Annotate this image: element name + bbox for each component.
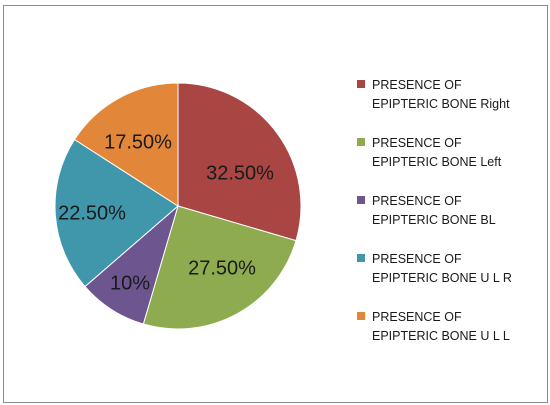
legend-swatch: [357, 138, 365, 146]
data-label: 17.50%: [104, 131, 172, 153]
legend-label: EPIPTERIC BONE BL: [372, 213, 496, 227]
legend-label: EPIPTERIC BONE Left: [372, 155, 502, 169]
legend-label: PRESENCE OF: [372, 252, 462, 266]
legend-swatch: [357, 196, 365, 204]
legend-item-ulr: PRESENCE OF EPIPTERIC BONE U L R: [357, 250, 542, 308]
legend-label: PRESENCE OF: [372, 78, 462, 92]
legend-label: PRESENCE OF: [372, 310, 462, 324]
data-label: 22.50%: [58, 202, 126, 224]
data-label: 32.50%: [206, 162, 274, 184]
pie-slice: [177, 82, 302, 242]
legend-label: EPIPTERIC BONE U L R: [372, 271, 512, 285]
legend-swatch: [357, 254, 365, 262]
legend-item-ull: PRESENCE OF EPIPTERIC BONE U L L: [357, 308, 542, 366]
data-label: 27.50%: [188, 257, 256, 279]
pie-slice: [73, 82, 179, 207]
pie-slice: [54, 138, 179, 288]
pie-slice: [142, 205, 297, 330]
legend-swatch: [357, 80, 365, 88]
legend-swatch: [357, 312, 365, 320]
legend: PRESENCE OF EPIPTERIC BONE Right PRESENC…: [357, 76, 542, 366]
legend-label: EPIPTERIC BONE Right: [372, 97, 510, 111]
legend-item-left: PRESENCE OF EPIPTERIC BONE Left: [357, 134, 542, 192]
legend-label: PRESENCE OF: [372, 194, 462, 208]
data-label: 10%: [110, 272, 150, 294]
legend-label: EPIPTERIC BONE U L L: [372, 329, 510, 343]
legend-label: PRESENCE OF: [372, 136, 462, 150]
legend-item-right: PRESENCE OF EPIPTERIC BONE Right: [357, 76, 542, 134]
legend-item-bl: PRESENCE OF EPIPTERIC BONE BL: [357, 192, 542, 250]
